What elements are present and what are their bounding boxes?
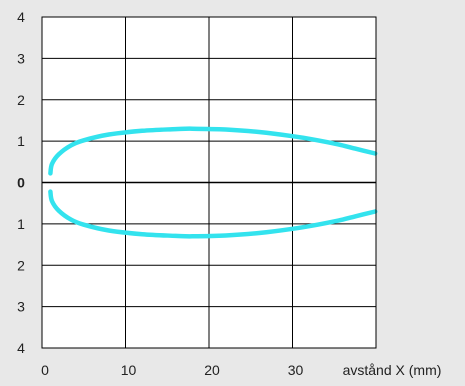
plot-frame xyxy=(41,16,377,349)
series-line-lower xyxy=(48,189,378,239)
x-tick-label: 20 xyxy=(204,362,220,378)
x-axis-label: avstånd X (mm) xyxy=(343,362,442,378)
y-tick-label: 4 xyxy=(17,9,25,25)
y-tick-label: 2 xyxy=(17,257,25,273)
y-tick-labels: 4 3 2 1 0 1 2 3 4 xyxy=(17,9,25,356)
y-tick-label: 4 xyxy=(17,340,25,356)
x-tick-label: 0 xyxy=(41,362,49,378)
y-tick-label: 3 xyxy=(17,299,25,315)
x-tick-label: 30 xyxy=(288,362,304,378)
y-tick-label: 3 xyxy=(17,50,25,66)
series-line-upper xyxy=(48,126,378,176)
y-tick-label: 0 xyxy=(17,175,25,191)
curves xyxy=(48,126,378,239)
x-tick-labels: 0 10 20 30 xyxy=(41,362,303,378)
y-tick-label: 1 xyxy=(17,133,25,149)
y-tick-label: 1 xyxy=(17,216,25,232)
x-tick-label: 10 xyxy=(121,362,137,378)
frame-border xyxy=(41,16,377,349)
y-tick-label: 2 xyxy=(17,92,25,108)
